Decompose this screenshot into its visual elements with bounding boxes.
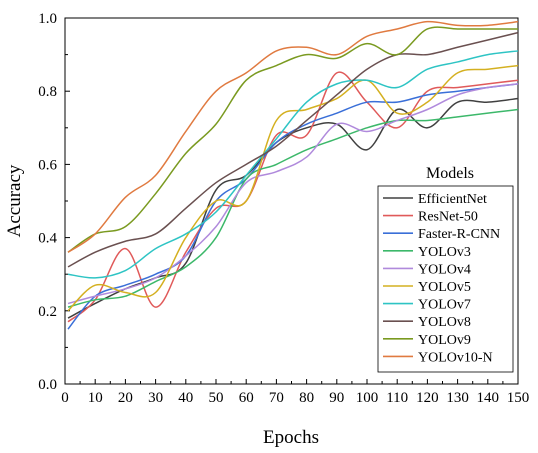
legend-label-yolov7: YOLOv7 bbox=[418, 298, 471, 313]
y-tick-label: 0.2 bbox=[38, 304, 57, 320]
legend: Models EfficientNet ResNet-50 Faster-R-CNN… bbox=[377, 165, 514, 373]
x-tick-label: 30 bbox=[148, 390, 163, 406]
x-tick-label: 120 bbox=[416, 390, 439, 406]
legend-box bbox=[377, 185, 514, 373]
legend-label-yolov8: YOLOv8 bbox=[418, 315, 471, 330]
series-line-yolov9 bbox=[67, 26, 518, 253]
x-tick-label: 40 bbox=[178, 390, 193, 406]
series-line-yolov7 bbox=[67, 50, 519, 279]
x-axis-title: Epochs bbox=[263, 427, 319, 448]
x-tick-label: 110 bbox=[386, 390, 408, 406]
series-line-resnet-50 bbox=[67, 71, 519, 323]
x-tick-label: 60 bbox=[239, 390, 254, 406]
legend-label-yolov3: YOLOv3 bbox=[418, 245, 471, 260]
series-line-yolov4 bbox=[67, 83, 519, 305]
series-line-faster-r-cnn bbox=[67, 83, 519, 330]
y-axis: 0.0 0.2 0.4 0.6 0.8 1.0 bbox=[38, 11, 70, 393]
x-tick-label: 90 bbox=[329, 390, 344, 406]
legend-label-resnet-50: ResNet-50 bbox=[418, 210, 478, 225]
x-tick-label: 10 bbox=[88, 390, 103, 406]
y-tick-label: 0.4 bbox=[38, 231, 57, 247]
series-line-yolov3 bbox=[67, 108, 519, 308]
series-line-yolov5 bbox=[67, 64, 519, 312]
x-tick-label: 140 bbox=[477, 390, 500, 406]
series-line-yolov10-n bbox=[67, 20, 519, 253]
x-axis: 0 10 20 30 40 50 60 70 80 90 100 110 120 130 140 150 bbox=[61, 379, 529, 406]
y-tick-label: 1.0 bbox=[38, 11, 57, 27]
x-tick-label: 50 bbox=[209, 390, 224, 406]
x-tick-label: 80 bbox=[299, 390, 314, 406]
legend-label-yolov5: YOLOv5 bbox=[418, 280, 471, 295]
legend-label-efficientnet: EfficientNet bbox=[418, 192, 487, 207]
legend-title: Models bbox=[426, 165, 474, 182]
legend-label-yolov10-n: YOLOv10-N bbox=[418, 350, 493, 365]
x-tick-label: 0 bbox=[61, 390, 69, 406]
y-tick-label: 0.8 bbox=[38, 84, 57, 100]
x-tick-label: 70 bbox=[269, 390, 284, 406]
series-layer bbox=[67, 20, 519, 330]
legend-label-yolov4: YOLOv4 bbox=[418, 262, 471, 277]
y-tick-label: 0.6 bbox=[38, 157, 57, 173]
legend-label-faster-r-cnn: Faster-R-CNN bbox=[418, 227, 500, 242]
x-tick-label: 100 bbox=[356, 390, 379, 406]
y-axis-title: Accuracy bbox=[4, 164, 25, 237]
x-tick-label: 20 bbox=[118, 390, 133, 406]
x-tick-label: 150 bbox=[507, 390, 530, 406]
y-tick-label: 0.0 bbox=[38, 377, 57, 393]
series-line-yolov8 bbox=[67, 31, 519, 268]
legend-label-yolov9: YOLOv9 bbox=[418, 333, 471, 348]
x-tick-label: 130 bbox=[446, 390, 469, 406]
